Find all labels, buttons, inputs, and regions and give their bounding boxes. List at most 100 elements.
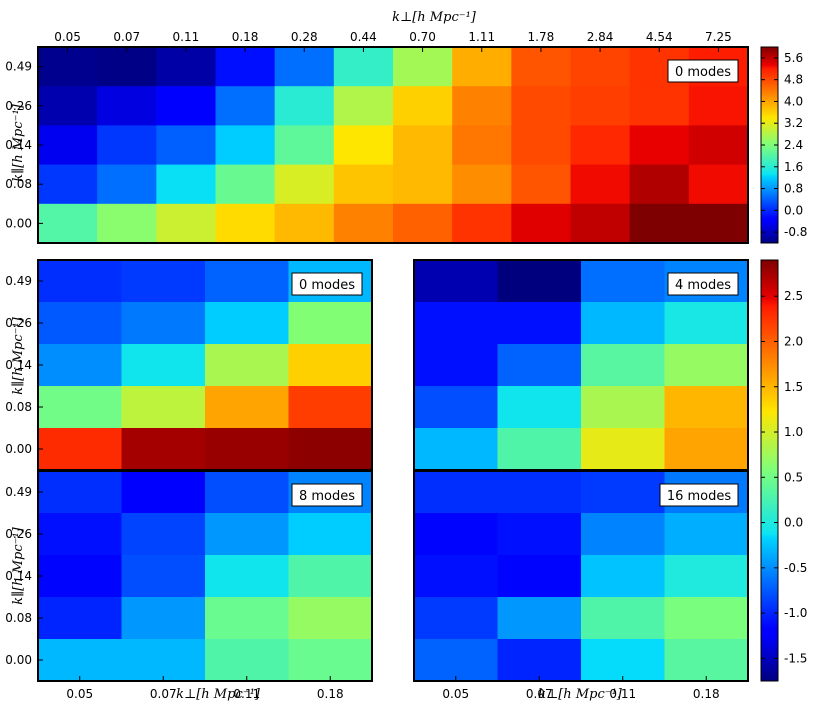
colorbar-ticks: 5.6 4.8 4.0 3.2 2.4 1.6 0.8 0.0 -0.8 2.5 2.0 1.5 1.0…: [761, 51, 807, 665]
heatmap-cell: [629, 203, 690, 244]
heatmap-cell: [215, 203, 276, 244]
heatmap-cell: [38, 639, 122, 682]
heatmap-cell: [664, 386, 749, 429]
heatmap-cell: [215, 125, 276, 165]
mode-label-box: [659, 483, 739, 507]
heatmap-cell: [274, 86, 335, 126]
x-tick-label: 0.70: [409, 30, 436, 44]
heatmap-cell: [664, 428, 749, 471]
heatmap-cell: [688, 125, 749, 165]
x-tick-label: 0.05: [66, 687, 93, 701]
y-tick-label: 0.08: [5, 177, 32, 191]
heatmap-cell: [414, 428, 498, 471]
heatmap-cell: [333, 86, 394, 126]
mode-label-box: [667, 59, 739, 83]
heatmap-cell: [97, 164, 157, 205]
y-tick-label: 0.14: [5, 358, 32, 372]
heatmap-cell: [288, 513, 373, 556]
y-tick-label: 0.26: [5, 99, 32, 113]
colorbar-tick-label: 2.0: [784, 334, 803, 348]
heatmap-cell: [570, 86, 631, 126]
colorbar-tick-label: 2.4: [784, 138, 803, 152]
mode-label: 0 modes: [299, 278, 355, 293]
heatmap-cell: [205, 597, 289, 640]
heatmap-cell: [205, 386, 289, 429]
heatmap-cell: [581, 428, 665, 471]
heatmap-cell: [288, 597, 373, 640]
heatmap-cell: [664, 597, 749, 640]
heatmap-cell: [664, 639, 749, 682]
heatmap-cell: [414, 555, 498, 598]
heatmap-cell: [581, 302, 665, 345]
heatmap-cell: [288, 428, 373, 471]
colorbar-tick-label: 0.0: [784, 516, 803, 530]
heatmap-cell: [38, 471, 122, 514]
heatmap-cell: [121, 513, 206, 556]
x-tick-label: 7.25: [705, 30, 732, 44]
heatmap-cell: [156, 203, 216, 244]
heatmap-cell: [581, 555, 665, 598]
heatmap-cell: [274, 203, 335, 244]
heatmap-cell: [511, 86, 571, 126]
heatmap-cell: [38, 164, 98, 205]
heatmap-cell: [497, 428, 582, 471]
heatmap-cell: [497, 386, 582, 429]
colorbar-tick-label: 2.5: [784, 289, 803, 303]
heatmap-cell: [570, 203, 631, 244]
heatmap-cell: [664, 555, 749, 598]
heatmap-cell: [629, 164, 690, 205]
heatmap-cell: [205, 471, 289, 514]
heatmap-cell: [38, 555, 122, 598]
heatmap-cell: [156, 86, 216, 126]
heatmap-cell: [688, 86, 749, 126]
heatmap-cell: [414, 344, 498, 387]
heatmap-cell: [288, 639, 373, 682]
heatmap-cell: [497, 344, 582, 387]
heatmap-cell: [38, 47, 98, 87]
heatmap-cell: [38, 428, 122, 471]
heatmap-cell: [497, 513, 582, 556]
lower-y-axis-label: k∥[h Mpc⁻¹]: [11, 526, 26, 604]
x-tick-label: 0.11: [609, 687, 636, 701]
x-tick-label: 0.18: [693, 687, 720, 701]
heatmap-cell: [156, 164, 216, 205]
heatmap-cell: [288, 555, 373, 598]
x-tick-label: 0.05: [54, 30, 81, 44]
heatmap-cell: [288, 302, 373, 345]
heatmap-cell: [452, 125, 512, 165]
heatmap-cell: [414, 639, 498, 682]
heatmap-cell: [38, 203, 98, 244]
heatmap-cell: [205, 428, 289, 471]
x-tick-label: 1.11: [468, 30, 495, 44]
heatmap-cell: [38, 302, 122, 345]
heatmap-cell: [393, 164, 453, 205]
heatmap-cell: [121, 428, 206, 471]
colorbar-tick-label: 1.6: [784, 160, 803, 174]
colorbar-tick-label: 4.8: [784, 73, 803, 87]
heatmap-cell: [205, 302, 289, 345]
y-tick-label: 0.14: [5, 138, 32, 152]
mode-label-box: [291, 272, 363, 296]
top-heatmap: 0.49 0.26 0.14 0.08 0.00 0.05 0.07 0.11 0.18 0.28…: [5, 30, 749, 244]
panel-4-modes: 4 modes: [413, 259, 749, 471]
heatmap-cell: [215, 86, 276, 126]
mode-label: 4 modes: [675, 278, 731, 293]
heatmap-cell: [570, 125, 631, 165]
heatmap-cell: [205, 260, 289, 303]
x-tick-label: 0.18: [317, 687, 344, 701]
colorbar-tick-label: -1.0: [784, 606, 807, 620]
heatmap-cell: [274, 164, 335, 205]
heatmap-cell: [38, 344, 122, 387]
heatmap-cell: [581, 597, 665, 640]
x-tick-label: 2.84: [587, 30, 614, 44]
top-y-axis-label: k∥[h Mpc⁻¹]: [11, 103, 26, 181]
top-x-axis-label: k⊥[h Mpc⁻¹]: [392, 10, 477, 25]
heatmap-cell: [497, 639, 582, 682]
panel-0-modes: 0.49 0.26 0.14 0.08 0.00 0 modes: [5, 259, 373, 471]
heatmap-cell: [664, 302, 749, 345]
heatmap-cell: [629, 125, 690, 165]
heatmap-cell: [414, 386, 498, 429]
heatmap-cell: [629, 86, 690, 126]
colorbar-tick-label: -0.5: [784, 561, 807, 575]
heatmap-cell: [121, 639, 206, 682]
